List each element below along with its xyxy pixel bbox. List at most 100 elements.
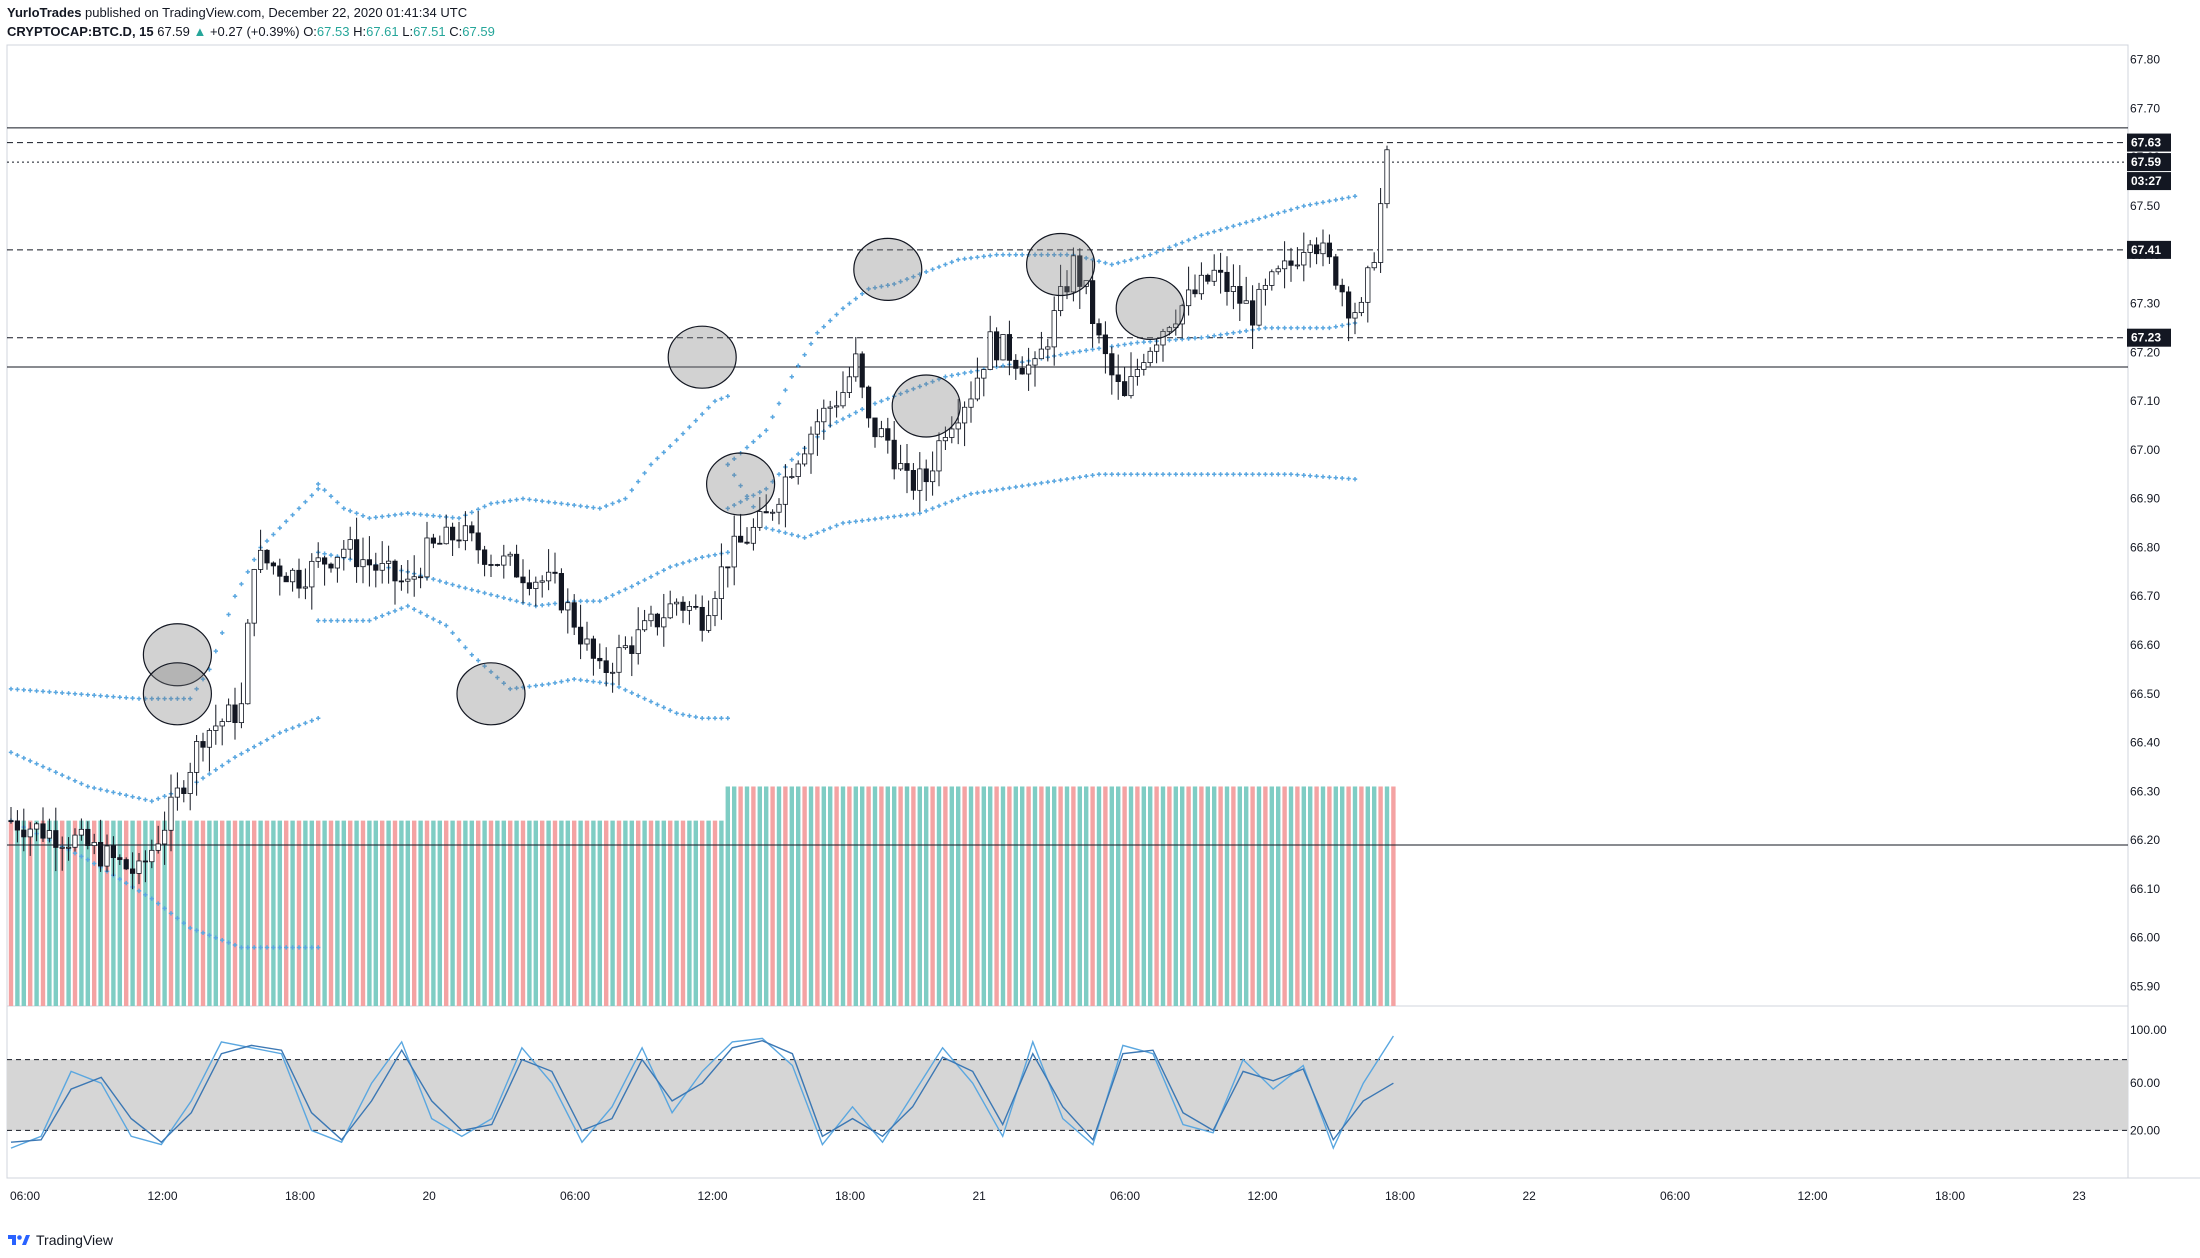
- price-tag-label: 03:27: [2131, 174, 2162, 188]
- volume-bar: [540, 820, 545, 1006]
- candle-body: [661, 617, 667, 628]
- band-marker: [1020, 483, 1025, 489]
- band-marker: [1218, 227, 1223, 232]
- band-marker: [1192, 335, 1198, 341]
- candle-body: [1128, 376, 1134, 397]
- candle-body: [674, 601, 680, 605]
- candle-body: [200, 741, 206, 748]
- chart-canvas[interactable]: 67.8067.7067.6067.5067.4067.3067.2067.10…: [0, 0, 2200, 1230]
- candle-body: [597, 657, 603, 662]
- band-marker: [1276, 211, 1281, 216]
- band-marker: [168, 696, 174, 701]
- band-marker: [1000, 486, 1006, 492]
- volume-bar: [418, 820, 423, 1006]
- author-name[interactable]: YurloTrades: [7, 5, 82, 20]
- volume-bar: [437, 820, 442, 1006]
- volume-bar: [117, 820, 122, 1006]
- candle-body: [149, 849, 155, 863]
- volume-bar: [764, 786, 769, 1006]
- band-marker: [1007, 252, 1012, 257]
- volume-bar: [1160, 786, 1166, 1006]
- volume-bar: [277, 820, 282, 1006]
- band-marker: [943, 374, 948, 379]
- band-marker: [1096, 472, 1102, 477]
- band-marker: [700, 715, 705, 721]
- volume-bar: [245, 820, 250, 1006]
- band-marker: [463, 585, 468, 591]
- candle-body: [257, 549, 264, 570]
- volume-bar: [399, 820, 404, 1006]
- band-marker: [648, 699, 654, 704]
- candle-body: [225, 704, 232, 722]
- volume-bar: [1192, 786, 1198, 1006]
- candle-body: [603, 660, 609, 673]
- band-marker: [520, 496, 526, 501]
- band-marker: [1256, 216, 1262, 221]
- band-upper_b: [316, 394, 730, 521]
- band-marker: [1340, 196, 1345, 201]
- candle-body: [635, 629, 641, 654]
- band-marker: [34, 761, 39, 766]
- band-marker: [1173, 242, 1178, 248]
- candle-body: [1154, 344, 1160, 352]
- band-marker: [1020, 252, 1025, 257]
- band-marker: [1122, 472, 1127, 477]
- band-marker: [284, 728, 289, 733]
- band-marker: [853, 410, 858, 415]
- volume-bar: [1205, 786, 1210, 1006]
- candle-body: [1301, 252, 1307, 266]
- band-marker: [328, 618, 334, 623]
- band-marker: [508, 498, 513, 503]
- candle-body: [558, 573, 565, 611]
- volume-bar: [981, 786, 986, 1006]
- volume-bar: [309, 820, 314, 1006]
- band-marker: [1218, 332, 1223, 337]
- volume-bar: [1378, 786, 1383, 1006]
- volume-bar: [642, 820, 647, 1006]
- volume-bar: [757, 786, 762, 1006]
- band-marker: [687, 424, 692, 430]
- band-marker: [200, 775, 206, 781]
- candle-body: [1109, 353, 1115, 376]
- time-axis[interactable]: 06:00 12:00 18:00 20 06:00 12:00 18:00 21 06:00 1…: [10, 1189, 2086, 1203]
- band-marker: [508, 597, 513, 602]
- band-marker: [834, 312, 839, 317]
- volume-bar: [514, 820, 519, 1006]
- volume-bar: [988, 786, 993, 1006]
- band-marker: [316, 618, 321, 623]
- candle-body: [949, 428, 955, 438]
- volume-bar: [501, 820, 506, 1006]
- volume-profile: [8, 786, 1396, 1006]
- band-marker: [847, 301, 852, 306]
- time-tick-label: 18:00: [1935, 1189, 1965, 1203]
- band-marker: [92, 785, 97, 791]
- band-marker: [463, 645, 468, 650]
- band-marker: [789, 532, 794, 537]
- price-axis[interactable]: 67.8067.7067.6067.5067.4067.3067.2067.10…: [2130, 53, 2167, 1138]
- band-marker: [348, 618, 353, 623]
- candle-body: [1211, 269, 1217, 282]
- band-marker: [783, 530, 788, 536]
- band-marker: [514, 685, 519, 691]
- volume-bar: [508, 820, 513, 1006]
- band-marker: [1148, 339, 1153, 344]
- band-marker: [271, 734, 276, 739]
- band-marker: [124, 880, 129, 886]
- volume-bar: [226, 820, 231, 1006]
- volume-bar: [85, 820, 90, 1006]
- symbol-label[interactable]: CRYPTOCAP:BTC.D, 15: [7, 24, 154, 39]
- band-marker: [1084, 474, 1089, 479]
- tradingview-logo[interactable]: TradingView: [8, 1232, 113, 1248]
- band-marker: [1320, 200, 1326, 205]
- band-marker: [1167, 337, 1172, 343]
- candle-body: [981, 369, 987, 379]
- band-marker: [1045, 252, 1050, 257]
- volume-bar: [636, 820, 641, 1006]
- band-marker: [1186, 472, 1191, 477]
- band-marker: [111, 694, 116, 699]
- band-marker: [1237, 222, 1242, 227]
- band-marker: [597, 680, 602, 685]
- candle-body: [1186, 289, 1192, 307]
- band-marker: [693, 556, 698, 562]
- volume-bar: [220, 820, 225, 1006]
